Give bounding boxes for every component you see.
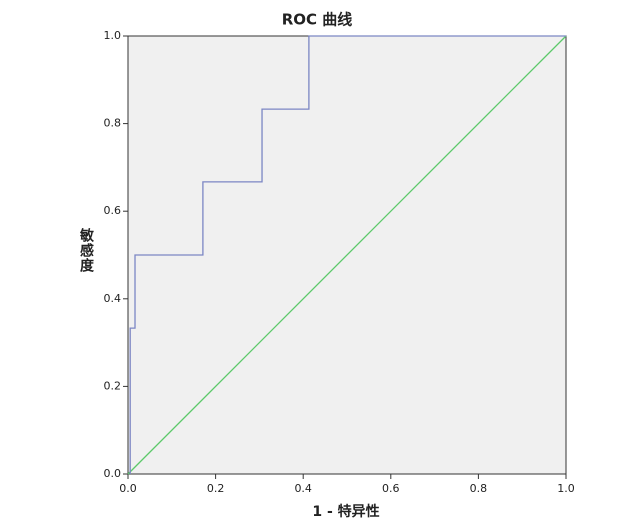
y-tick-label: 0.0: [104, 467, 122, 480]
x-tick-label: 0.6: [382, 482, 400, 495]
y-tick-label: 0.8: [104, 117, 122, 130]
y-axis-label: 敏感度: [78, 227, 95, 273]
y-tick-label: 0.2: [104, 379, 122, 392]
x-tick-label: 1.0: [557, 482, 575, 495]
reference-line: [127, 35, 567, 475]
roc-curve: [129, 35, 566, 474]
x-axis-label: 1 - 特异性: [312, 503, 379, 520]
x-tick-label: 0.0: [119, 482, 137, 495]
x-tick-label: 0.8: [470, 482, 488, 495]
y-tick-label: 1.0: [104, 29, 122, 42]
chart-title: ROC 曲线: [282, 11, 353, 29]
x-tick-label: 0.2: [207, 482, 225, 495]
y-tick-label: 0.6: [104, 204, 122, 217]
y-tick-label: 0.4: [104, 292, 122, 305]
x-tick-label: 0.4: [294, 482, 312, 495]
